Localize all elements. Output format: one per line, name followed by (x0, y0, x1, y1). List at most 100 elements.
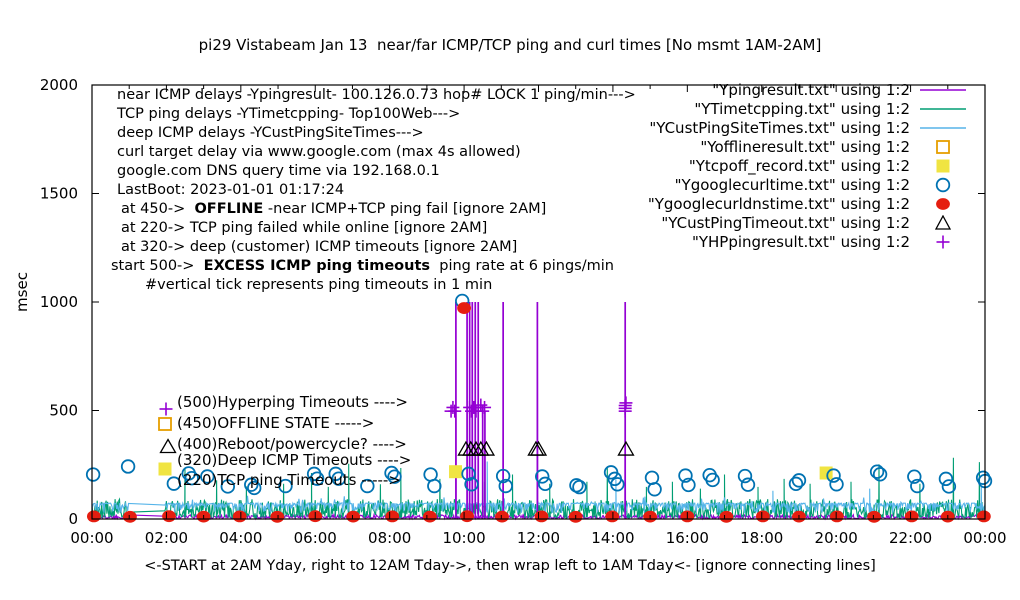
point-YCustPingTimeout.txt (527, 440, 545, 456)
point-Ygooglecurldnstime.txt (162, 510, 176, 523)
info-line-8: at 220-> TCP ping failed while online [i… (121, 220, 488, 236)
info-line-10: start 500-> EXCESS ICMP ping timeouts pi… (111, 258, 614, 274)
info-line-2: TCP ping delays -YTimetcpping- Top100Web… (117, 106, 461, 122)
legend-label: "YHPpingresult.txt" using 1:2 (691, 232, 910, 251)
legend-swatch-square-open (936, 139, 950, 154)
legend-row-Ytcpoff_record.txt: "Ytcpoff_record.txt" using 1:2 (560, 156, 972, 175)
legend-swatch-triangle-open (934, 214, 952, 230)
legend-label: "Ytcpoff_record.txt" using 1:2 (688, 156, 910, 175)
point-Ygooglecurldnstime.txt (867, 510, 882, 523)
legend-row-Ygooglecurltime.txt: "Ygooglecurltime.txt" using 1:2 (560, 175, 972, 194)
point-YCustPingTimeout.txt (529, 440, 548, 456)
point-Ygooglecurltime.txt (740, 477, 756, 492)
point-Ygooglecurltime.txt (938, 471, 954, 487)
point-Ygooglecurltime.txt (610, 477, 625, 492)
point-Ygooglecurldnstime.txt (422, 510, 437, 523)
point-Ygooglecurldnstime.txt (346, 510, 361, 523)
point-Ygooglecurldnstime.txt (460, 510, 474, 523)
point-Ygooglecurltime.txt (384, 465, 399, 481)
legend-label: "Ypingresult.txt" using 1:2 (712, 80, 910, 99)
point-Ygooglecurltime.txt (647, 482, 662, 497)
point-Ytcpoff_record.txt (819, 466, 833, 480)
legend-row-Ygooglecurldnstime.txt: "Ygooglecurldnstime.txt" using 1:2 (560, 194, 972, 213)
threshold-label-5: (220)TCP ping Timeouts -----> (177, 471, 401, 489)
point-Ygooglecurltime.txt (247, 480, 262, 496)
legend-label: "YTimetcpping.txt" using 1:2 (694, 99, 910, 118)
point-Ygooglecurldnstime.txt (123, 510, 137, 523)
point-Ygooglecurltime.txt (941, 479, 957, 494)
info-line-7: at 450-> OFFLINE -near ICMP+TCP ping fai… (121, 201, 547, 217)
x-tick-label: 06:00 (294, 529, 337, 547)
x-tick-label: 10:00 (442, 529, 485, 547)
point-Ygooglecurltime.txt (537, 476, 553, 492)
point-Ytcpoff_record.txt (449, 465, 463, 479)
chart-title: pi29 Vistabeam Jan 13 near/far ICMP/TCP … (198, 36, 822, 54)
y-tick-label: 2000 (40, 76, 78, 94)
point-Ygooglecurldnstime.txt (976, 510, 991, 523)
point-Ygooglecurltime.txt (387, 469, 402, 484)
threshold-marker (158, 417, 172, 431)
point-Ygooglecurldnstime.txt (232, 510, 247, 523)
legend-row-YTimetcpping.txt: "YTimetcpping.txt" using 1:2 (560, 99, 972, 118)
info-line-6: LastBoot: 2023-01-01 01:17:24 (117, 182, 345, 198)
info-line-5: google.com DNS query time via 192.168.0.… (117, 163, 440, 179)
info-line-11: #vertical tick represents ping timeouts … (145, 277, 493, 293)
legend-label: "Ygooglecurldnstime.txt" using 1:2 (647, 194, 910, 213)
point-Ygooglecurltime.txt (705, 472, 720, 488)
point-Ygooglecurltime.txt (464, 477, 479, 492)
point-Ygooglecurltime.txt (829, 477, 844, 492)
point-YCustPingTimeout.txt (477, 440, 496, 456)
legend-label: "YCustPingSiteTimes.txt" using 1:2 (649, 118, 910, 137)
point-Ygooglecurltime.txt (737, 468, 753, 484)
x-tick-label: 08:00 (368, 529, 411, 547)
point-Ygooglecurltime.txt (427, 478, 442, 494)
point-Ygooglecurldnstime.txt (605, 510, 620, 523)
point-Ygooglecurltime.txt (220, 479, 236, 494)
legend-swatch-line (920, 126, 966, 129)
y-tick-label: 0 (68, 510, 78, 528)
point-Ygooglecurltime.txt (120, 459, 136, 474)
point-Ygooglecurldnstime.txt (534, 510, 549, 523)
x-tick-label: 12:00 (517, 529, 560, 547)
point-Ygooglecurltime.txt (572, 479, 587, 495)
point-Ygooglecurltime.txt (535, 469, 550, 484)
point-Ygooglecurltime.txt (872, 467, 888, 482)
point-Ygooglecurltime.txt (644, 470, 660, 485)
info-line-1: near ICMP delays -Ypingresult- 100.126.0… (117, 87, 636, 103)
point-Ygooglecurltime.txt (166, 476, 182, 491)
point-Ygooglecurldnstime.txt (86, 510, 101, 523)
x-tick-label: 04:00 (219, 529, 262, 547)
x-tick-label: 00:00 (963, 529, 1006, 547)
point-Ygooglecurldnstime.txt (830, 510, 844, 523)
point-Ygooglecurltime.txt (200, 469, 215, 484)
point-Ygooglecurldnstime.txt (719, 510, 734, 523)
point-Ygooglecurltime.txt (184, 471, 199, 486)
legend-swatch-circle-filled (936, 197, 950, 210)
threshold-label-2: (450)OFFLINE STATE -----> (177, 414, 375, 432)
legend-label: "Ygooglecurltime.txt" using 1:2 (674, 175, 910, 194)
y-axis-label: msec (13, 272, 31, 312)
point-Ygooglecurltime.txt (681, 477, 696, 493)
point-YCustPingTimeout.txt (617, 440, 635, 456)
legend-swatch-square-filled (936, 159, 950, 172)
legend-label: "YCustPingTimeout.txt" using 1:2 (661, 213, 910, 232)
legend-row-Ypingresult.txt: "Ypingresult.txt" using 1:2 (560, 80, 972, 99)
threshold-label-4: (320)Deep ICMP Timeouts ----> (177, 451, 412, 469)
point-Ygooglecurltime.txt (309, 471, 325, 486)
point-Ygooglecurltime.txt (495, 468, 511, 484)
x-tick-label: 18:00 (740, 529, 783, 547)
point-Ygooglecurldnstime.txt (457, 302, 471, 314)
threshold-label-3: (400)Reboot/powercycle? ----> (177, 435, 407, 453)
point-Ygooglecurldnstime.txt (270, 510, 285, 523)
info-line-4: curl target delay via www.google.com (ma… (117, 144, 521, 160)
legend-row-YCustPingSiteTimes.txt: "YCustPingSiteTimes.txt" using 1:2 (560, 118, 972, 137)
point-Ygooglecurltime.txt (498, 478, 513, 494)
point-Ygooglecurldnstime.txt (495, 510, 509, 523)
point-Ygooglecurltime.txt (678, 468, 693, 483)
legend-swatch-line (920, 88, 966, 91)
legend-row-YHPpingresult.txt: "YHPpingresult.txt" using 1:2 (560, 232, 972, 251)
legend-swatch-circle-open (935, 177, 951, 192)
x-tick-label: 02:00 (145, 529, 188, 547)
point-Ygooglecurltime.txt (791, 473, 807, 488)
